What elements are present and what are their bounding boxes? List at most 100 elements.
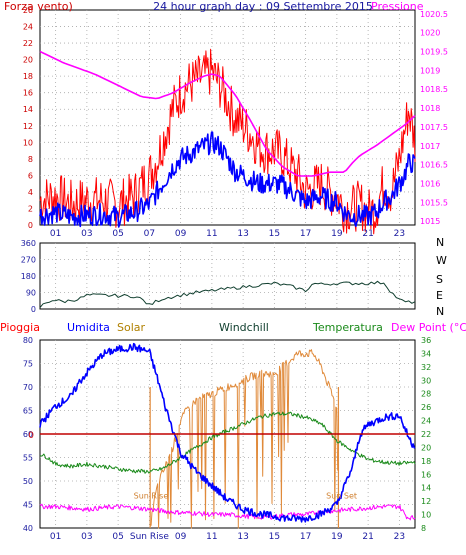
wind-speed-title: Forza vento): [4, 0, 73, 13]
x-tick-label: 23: [394, 532, 405, 542]
legend-item: Solar: [117, 321, 146, 334]
pressure-tick-label: 1018.5: [420, 85, 448, 94]
pressure-tick-label: 1016.5: [420, 161, 448, 170]
sun-annotations: Sun Rise Sun Set: [134, 491, 357, 500]
temperature-tick-label: 20: [421, 443, 431, 452]
wind-tick-label: 16: [23, 89, 33, 98]
wind-tick-label: 12: [23, 122, 33, 131]
temperature-tick-label: 8: [421, 524, 426, 533]
series-umidita: [39, 342, 416, 523]
x-tick-label: 09: [175, 229, 187, 239]
pressure-tick-label: 1015.5: [420, 198, 448, 207]
pressure-tick-label: 1018: [420, 104, 440, 113]
temperature-tick-label: 18: [421, 457, 431, 466]
x-tick-label: 23: [394, 229, 405, 239]
compass-label: N: [436, 305, 444, 318]
direction-tick-label: 0: [31, 305, 36, 314]
x-tick-label: Sun Rise: [130, 532, 169, 542]
wind-tick-label: 8: [28, 155, 33, 164]
wind-tick-label: 10: [23, 138, 33, 147]
series-wind: [39, 131, 416, 228]
x-tick-label: 15: [269, 532, 280, 542]
x-tick-label: 13: [237, 532, 248, 542]
wind-tick-label: 4: [28, 188, 33, 197]
x-tick-label: 01: [50, 532, 61, 542]
wind-tick-label: 14: [23, 105, 33, 114]
temperature-tick-label: 34: [421, 349, 431, 358]
direction-tick-label: 360: [21, 239, 36, 248]
humidity-tick-label: 60: [23, 430, 33, 439]
series-solar: [149, 349, 339, 529]
wind-tick-label: 22: [23, 39, 33, 48]
wind-x-tick-labels: 01 03 05 07 09 11 13 15 17 19 21 23: [50, 229, 405, 239]
compass-label: W: [436, 254, 447, 267]
wind-direction-series: [39, 280, 416, 308]
wind-tick-label: 0: [28, 221, 33, 230]
sun-annotation: Sun Set: [326, 491, 357, 500]
x-tick-label: 15: [269, 229, 280, 239]
humidity-tick-label: 80: [23, 336, 33, 345]
temperature-right-tick-labels: 8 10 12 14 16 18 20 22 24 26 28 30 32 34 36: [421, 336, 431, 533]
direction-degree-tick-labels: 0 90 180 270 360: [21, 239, 36, 314]
pressure-tick-label: 1016: [420, 180, 440, 189]
temperature-tick-label: 24: [421, 417, 431, 426]
x-tick-label: 19: [331, 229, 343, 239]
pressure-right-tick-labels: 1015 1015.5 1016 1016.5 1017 1017.5 1018 1018.5…: [420, 10, 448, 226]
temperature-tick-label: 36: [421, 336, 431, 345]
temperature-tick-label: 32: [421, 363, 431, 372]
direction-tick-label: 180: [21, 272, 36, 281]
humidity-temperature-series: [39, 342, 416, 529]
humidity-tick-label: 40: [23, 524, 33, 533]
pressure-tick-label: 1019.5: [420, 47, 448, 56]
humidity-temperature-grid: [40, 340, 415, 528]
legend-item: Temperatura: [312, 321, 383, 334]
compass-label: E: [436, 289, 443, 302]
pressure-tick-label: 1017.5: [420, 123, 448, 132]
x-tick-label: 13: [237, 229, 248, 239]
pressure-tick-label: 1017: [420, 142, 440, 151]
x-tick-label: 11: [206, 229, 217, 239]
x-tick-label: 03: [81, 229, 92, 239]
x-tick-label: 17: [300, 229, 311, 239]
legend-item: Umidita: [67, 321, 110, 334]
legend-item: Dew Point (°C): [391, 321, 466, 334]
x-tick-label: 03: [81, 532, 92, 542]
x-tick-label: 17: [300, 532, 311, 542]
humidity-tick-label: 50: [23, 477, 33, 486]
humidity-tick-label: 45: [23, 501, 33, 510]
series-pressure: [39, 50, 416, 177]
wind-tick-label: 6: [28, 171, 33, 180]
pressure-title: Pressione: [371, 0, 424, 13]
temperature-tick-label: 16: [421, 470, 431, 479]
x-tick-label: 01: [50, 229, 61, 239]
wind-tick-label: 26: [23, 6, 33, 15]
wind-direction-grid: [40, 243, 415, 309]
pressure-tick-label: 1020: [420, 29, 440, 38]
wind-tick-label: 24: [23, 23, 33, 32]
x-tick-label: 07: [144, 229, 155, 239]
direction-tick-label: 90: [26, 289, 36, 298]
wind-tick-label: 2: [28, 204, 33, 213]
temperature-tick-label: 10: [421, 511, 431, 520]
series-direction: [39, 280, 416, 308]
x-tick-label: 11: [206, 532, 217, 542]
bottom-legend: Pioggia Umidita Solar Windchill Temperatura D…: [0, 321, 466, 334]
graph-title: 24 hour graph day : 09 Settembre 2015: [153, 0, 373, 13]
humidity-temperature-panel: 40 45 50 55 60 65 70 75 80 8 10 12 14 16 18 20 22 24 26 28…: [0, 321, 466, 542]
temperature-tick-label: 26: [421, 403, 431, 412]
legend-item: Windchill: [219, 321, 269, 334]
humidity-tick-label: 70: [23, 383, 33, 392]
humidity-tick-label: 65: [23, 407, 33, 416]
x-tick-label: 21: [362, 229, 373, 239]
compass-label: S: [436, 273, 443, 286]
legend-item: Pioggia: [0, 321, 40, 334]
temperature-tick-label: 14: [421, 484, 431, 493]
wind-tick-label: 18: [23, 72, 33, 81]
temperature-tick-label: 30: [421, 376, 431, 385]
humidity-x-tick-labels: 01 03 05 Sun Rise 09 11 13 15 17 19 21 23: [50, 532, 405, 542]
